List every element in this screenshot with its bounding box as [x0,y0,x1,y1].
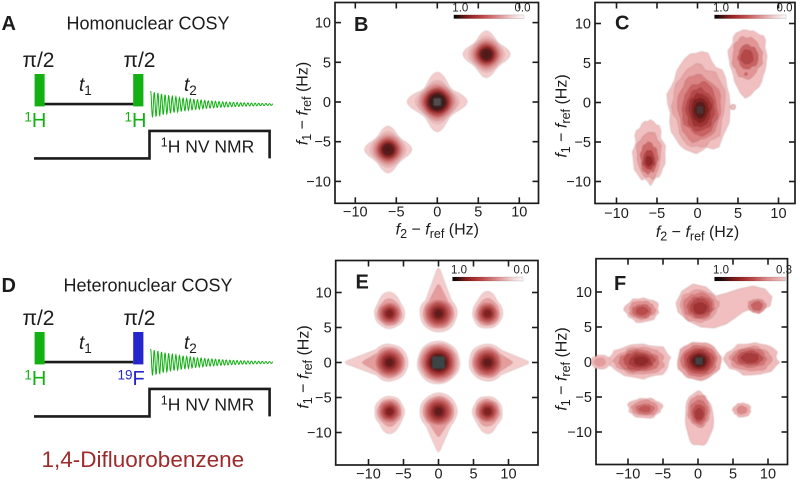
svg-text:10: 10 [760,467,776,480]
svg-text:10: 10 [575,17,591,33]
svg-text:f1 − fref (Hz): f1 − fref (Hz) [295,325,315,408]
svg-text:−5: −5 [574,135,591,151]
svg-text:t1: t1 [79,333,92,356]
svg-text:5: 5 [583,56,591,72]
svg-text:0.0: 0.0 [514,265,530,277]
svg-text:5: 5 [474,204,482,220]
svg-text:1H NV NMR: 1H NV NMR [161,394,254,415]
svg-text:−5: −5 [655,467,672,480]
svg-text:19F: 19F [118,368,145,391]
svg-text:−10: −10 [566,175,591,191]
svg-text:5: 5 [469,467,477,480]
svg-text:t2: t2 [184,333,197,356]
svg-text:−10: −10 [616,467,641,480]
svg-text:1.0: 1.0 [451,265,467,277]
svg-text:1H: 1H [125,110,147,133]
svg-text:10: 10 [511,204,527,220]
svg-text:0: 0 [584,355,592,371]
svg-text:−10: −10 [567,425,592,441]
svg-text:f1 − fref (Hz): f1 − fref (Hz) [554,74,574,157]
svg-text:1.0: 1.0 [452,3,468,15]
svg-text:−5: −5 [388,204,405,220]
svg-text:−10: −10 [343,204,368,220]
svg-text:f2 − fref (Hz): f2 − fref (Hz) [396,222,479,242]
svg-text:1H: 1H [24,368,46,391]
svg-text:−5: −5 [395,467,412,480]
svg-text:0: 0 [324,356,332,372]
svg-text:1.0: 1.0 [713,265,729,277]
svg-text:−10: −10 [356,467,381,480]
svg-text:5: 5 [324,321,332,337]
svg-text:10: 10 [576,285,592,301]
svg-text:10: 10 [315,16,331,32]
svg-text:f1 − fref (Hz): f1 − fref (Hz) [554,327,574,410]
svg-text:0: 0 [583,96,591,112]
svg-text:π/2: π/2 [123,307,155,330]
svg-text:1,4-Difluorobenzene: 1,4-Difluorobenzene [42,447,245,472]
svg-text:−5: −5 [314,135,331,151]
svg-text:0: 0 [433,204,441,220]
svg-text:t2: t2 [184,75,197,98]
svg-text:π/2: π/2 [123,49,155,72]
svg-text:0.3: 0.3 [776,265,792,277]
svg-text:D: D [2,275,16,297]
svg-text:Heteronuclear COSY: Heteronuclear COSY [63,276,232,296]
svg-text:f2 − fref (Hz): f2 − fref (Hz) [656,224,739,244]
svg-text:C: C [615,13,629,35]
svg-text:5: 5 [729,467,737,480]
svg-text:π/2: π/2 [22,49,54,72]
svg-text:−10: −10 [307,426,332,442]
svg-text:5: 5 [584,320,592,336]
svg-text:1H: 1H [24,110,46,133]
svg-text:10: 10 [500,467,516,480]
svg-text:1.0: 1.0 [713,3,729,15]
svg-text:−10: −10 [604,206,629,222]
svg-text:5: 5 [734,206,742,222]
svg-text:π/2: π/2 [22,307,54,330]
svg-text:−5: −5 [315,391,332,407]
svg-text:0.0: 0.0 [777,3,793,15]
svg-text:F: F [614,273,626,295]
svg-text:f1 − fref (Hz): f1 − fref (Hz) [295,62,315,145]
svg-text:10: 10 [770,206,786,222]
svg-text:10: 10 [316,286,332,302]
svg-text:−10: −10 [306,174,331,190]
svg-text:Homonuclear COSY: Homonuclear COSY [66,14,229,34]
svg-text:0: 0 [693,206,701,222]
svg-text:E: E [356,272,369,294]
svg-text:t1: t1 [79,75,92,98]
svg-text:B: B [354,14,368,36]
svg-text:0: 0 [323,95,331,111]
svg-text:−5: −5 [575,390,592,406]
svg-text:0.0: 0.0 [515,3,531,15]
svg-text:5: 5 [323,55,331,71]
svg-text:0: 0 [434,467,442,480]
svg-text:A: A [2,13,16,35]
svg-text:0: 0 [694,467,702,480]
svg-text:1H NV NMR: 1H NV NMR [161,136,254,157]
svg-text:−5: −5 [649,206,666,222]
